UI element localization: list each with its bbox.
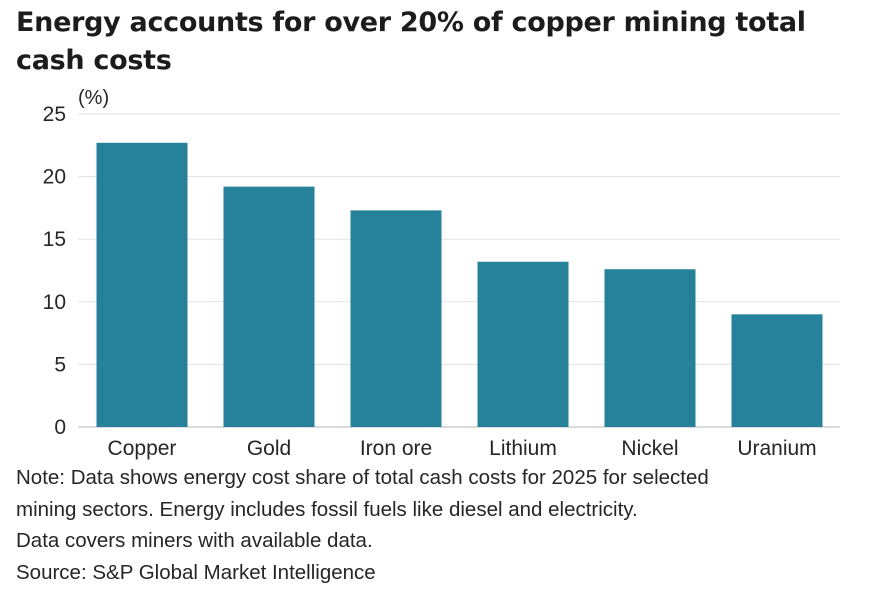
y-tick-label: 25 bbox=[43, 103, 66, 126]
bars bbox=[96, 142, 823, 427]
bar-uranium bbox=[731, 314, 823, 427]
y-tick-label: 10 bbox=[43, 291, 66, 314]
note-line-1: Note: Data shows energy cost share of to… bbox=[16, 466, 709, 489]
y-tick-label: 15 bbox=[43, 228, 66, 251]
source-line: Source: S&P Global Market Intelligence bbox=[16, 560, 376, 584]
x-category-label: Iron ore bbox=[360, 437, 432, 460]
chart-title: Energy accounts for over 20% of copper m… bbox=[16, 7, 806, 76]
y-tick-label: 20 bbox=[43, 166, 66, 189]
bar-copper bbox=[96, 142, 188, 427]
bar-chart: (%) 0 5 10 15 20 25 Copper Gold Iron ore Lithium… bbox=[43, 87, 840, 460]
bar-nickel bbox=[604, 269, 696, 427]
x-category-label: Nickel bbox=[621, 437, 678, 460]
x-category-label: Gold bbox=[247, 437, 291, 460]
note-line-3: Data covers miners with available data. bbox=[16, 529, 373, 552]
y-tick-label: 0 bbox=[54, 416, 66, 439]
bar-lithium bbox=[477, 261, 569, 427]
x-category-label: Lithium bbox=[489, 437, 557, 460]
chart-notes: Note: Data shows energy cost share of to… bbox=[16, 462, 866, 588]
bar-iron-ore bbox=[350, 210, 442, 427]
bar-gold bbox=[223, 186, 315, 427]
y-axis-unit-label: (%) bbox=[78, 87, 109, 109]
x-category-label: Copper bbox=[108, 437, 177, 460]
x-category-label: Uranium bbox=[737, 437, 816, 460]
y-tick-label: 5 bbox=[54, 353, 66, 376]
y-axis-ticks: 0 5 10 15 20 25 bbox=[43, 103, 66, 439]
x-axis-labels: Copper Gold Iron ore Lithium Nickel Uranium bbox=[108, 437, 817, 460]
note-line-2: mining sectors. Energy includes fossil f… bbox=[16, 497, 638, 521]
gridlines bbox=[78, 113, 840, 428]
